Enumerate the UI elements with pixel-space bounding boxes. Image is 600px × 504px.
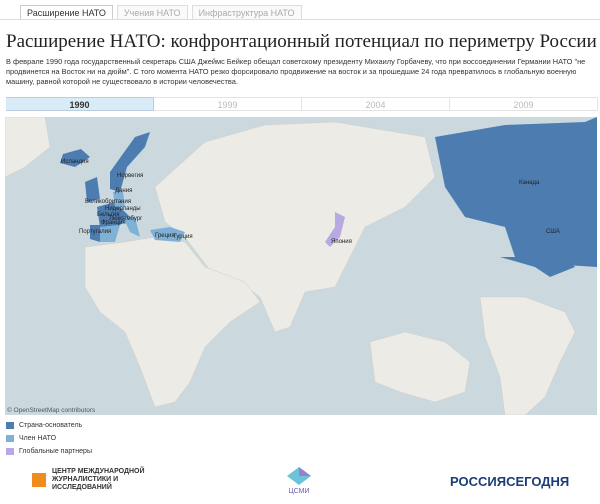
logo-cmji: ЦЕНТР МЕЖДУНАРОДНОЙ ЖУРНАЛИСТИКИ И ИССЛЕ… — [32, 468, 162, 492]
tab[interactable]: Учения НАТО — [116, 5, 188, 20]
country-label: Турция — [173, 234, 193, 240]
tab[interactable]: Инфраструктура НАТО — [191, 5, 302, 20]
country-label: Франция — [101, 220, 126, 226]
country-label: Япония — [331, 239, 352, 245]
legend-item: Глобальные партнеры — [6, 448, 92, 455]
logo-csmi: ЦСМИ — [286, 466, 312, 495]
year-tab[interactable]: 2004 — [302, 97, 450, 111]
attribution: © OpenStreetMap contributors — [7, 406, 96, 414]
country-label: Канада — [519, 180, 540, 186]
title: Расширение НАТО: конфронтационный потенц… — [6, 31, 597, 52]
legend-item: Страна-основатель — [6, 422, 82, 429]
year-tab[interactable]: 1990 — [6, 97, 154, 111]
members — [100, 192, 185, 242]
country-label: Греция — [155, 233, 175, 239]
logo-text: ЦСМИ — [288, 488, 310, 495]
map[interactable]: Исландия Норвегия Дания ВеликобританияНидер… — [5, 117, 597, 415]
divider — [0, 19, 600, 20]
legend-item: Член НАТО — [6, 435, 56, 442]
legend-label: Глобальные партнеры — [19, 448, 92, 455]
country-label: Дания — [115, 188, 132, 194]
country-label: Нидерланды — [105, 206, 141, 212]
year-tab[interactable]: 1999 — [154, 97, 302, 111]
timeline: 1990 1999 2004 2009 — [6, 97, 598, 111]
country-label: США — [546, 229, 560, 235]
logo-rs: РОССИЯСЕГОДНЯ — [450, 474, 570, 489]
country-label: Исландия — [61, 159, 89, 165]
partners — [325, 212, 345, 247]
year-tab[interactable]: 2009 — [450, 97, 598, 111]
founders — [60, 117, 597, 277]
legend-label: Страна-основатель — [19, 422, 83, 429]
logo-icon — [287, 467, 311, 485]
tabs: Расширение НАТО Учения НАТО Инфраструкту… — [20, 5, 302, 20]
legend-label: Член НАТО — [19, 435, 57, 442]
logo-icon — [32, 473, 46, 487]
country-label: Бельгия — [97, 212, 120, 218]
country-label: Норвегия — [117, 173, 143, 179]
country-label: Португалия — [79, 229, 111, 235]
intro-text: В феврале 1990 года государственный секр… — [6, 57, 586, 86]
country-label: Великобритания — [85, 199, 131, 205]
tab[interactable]: Расширение НАТО — [20, 5, 113, 20]
land — [5, 117, 576, 415]
country-label: Люксембург — [109, 216, 143, 222]
logo-text: ЦЕНТР МЕЖДУНАРОДНОЙ ЖУРНАЛИСТИКИ И ИССЛЕ… — [52, 468, 145, 491]
